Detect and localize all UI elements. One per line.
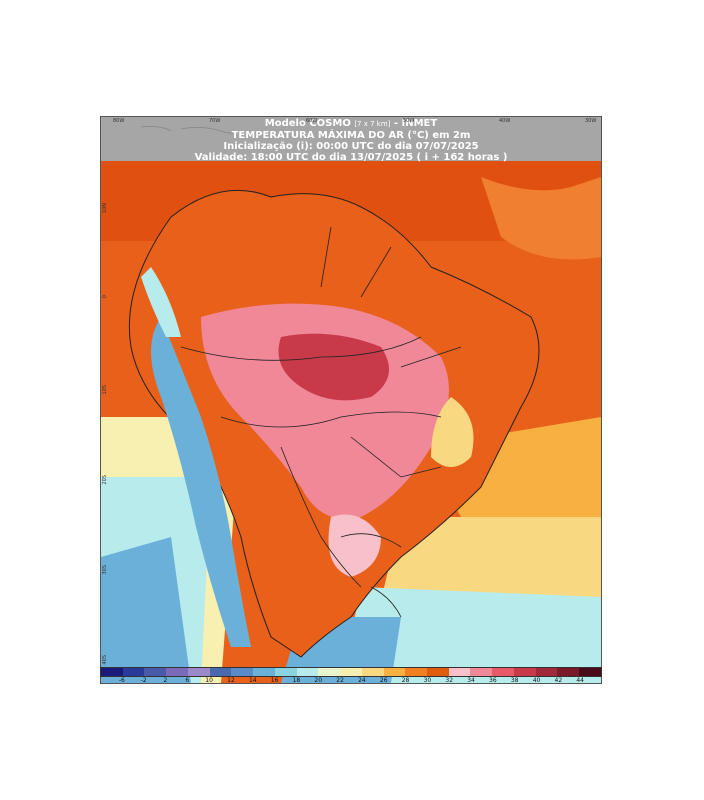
forecast-map: Modelo COSMO [7 x 7 km] - INMET TEMPERAT… [100, 116, 602, 684]
colorbar-swatch-22 [579, 668, 601, 676]
colorbar-swatch-18 [492, 668, 514, 676]
lat-label-10n: 10N [102, 203, 108, 214]
colorbar-swatch-5 [209, 668, 232, 676]
colorbar-label: 12 [227, 677, 235, 684]
colorbar-label: 22 [336, 677, 344, 684]
colorbar-label: 44 [576, 677, 584, 684]
pacific-cold-field [101, 537, 191, 683]
colorbar-swatch-4 [187, 668, 210, 676]
colorbar-label: 40 [532, 677, 541, 684]
colorbar-label: 36 [489, 677, 497, 684]
colorbar-swatch-12 [361, 668, 384, 676]
colorbar-swatch-0 [101, 668, 123, 676]
lon-label-40w: 40W [499, 118, 511, 124]
andes-cold-strip [151, 317, 251, 647]
hottest-core-region [278, 333, 389, 401]
lon-label-60w: 60W [306, 118, 318, 124]
lat-label-0: 0 [102, 295, 108, 299]
ocean-patch [481, 177, 601, 260]
colorbar-swatch-1 [122, 668, 145, 676]
lat-label-30s: 30S [102, 565, 108, 575]
colorbar-swatch-9 [296, 668, 319, 676]
temperature-colorbar [100, 667, 602, 677]
model-resolution: [7 x 7 km] [354, 120, 391, 128]
colorbar-swatch-15 [427, 668, 449, 676]
colorbar-swatch-7 [253, 668, 275, 676]
colorbar-label: 24 [358, 677, 366, 684]
colorbar-label: 20 [314, 677, 323, 684]
atlantic-cool-field [341, 587, 601, 683]
lon-label-50w: 50W [403, 118, 415, 124]
model-source: - INMET [393, 118, 438, 129]
colorbar-label: 38 [510, 677, 519, 684]
colorbar-label: 30 [423, 677, 432, 684]
map-header: Modelo COSMO [7 x 7 km] - INMET TEMPERAT… [101, 117, 601, 163]
lat-label-20s: 20S [102, 475, 108, 485]
lon-label-70w: 70W [209, 118, 221, 124]
lon-label-30w: 30W [585, 118, 597, 124]
colorbar-label: 6 [185, 677, 190, 684]
warm-south-region [328, 514, 381, 577]
colorbar-labels: -6 -2 2 6 10 12 14 16 18 20 22 24 26 28 30 32 34 36 38 40 42… [100, 677, 602, 687]
colorbar-swatch-21 [557, 668, 580, 676]
lat-label-40s: 40S [102, 655, 108, 665]
colorbar-label: 34 [467, 677, 475, 684]
northern-andes-strip [141, 267, 181, 337]
colorbar-swatch-19 [513, 668, 536, 676]
colorbar-swatch-8 [274, 668, 297, 676]
colorbar-label: 16 [270, 677, 279, 684]
lat-label-10s: 10S [102, 385, 108, 395]
colorbar-label: 28 [401, 677, 410, 684]
colorbar-label: 26 [379, 677, 388, 684]
colorbar-swatch-2 [144, 668, 167, 676]
colorbar-label: 14 [248, 677, 257, 684]
coastal-mild-region [431, 397, 474, 467]
model-name: Modelo COSMO [264, 118, 351, 129]
colorbar-label: -6 [118, 677, 125, 684]
colorbar-swatch-13 [383, 668, 406, 676]
colorbar-swatch-6 [231, 668, 254, 676]
political-borders [180, 226, 462, 618]
colorbar-swatch-16 [448, 668, 471, 676]
colorbar-label: 32 [445, 677, 454, 684]
header-line-2: TEMPERATURA MÁXIMA DO AR (°C) em 2m [231, 130, 471, 141]
colorbar-label: 2 [163, 677, 168, 684]
colorbar-swatch-11 [340, 668, 362, 676]
hot-interior-region [201, 303, 449, 519]
colorbar-label: 10 [205, 677, 213, 684]
colorbar-label: -2 [140, 677, 147, 684]
colorbar-swatch-14 [405, 668, 428, 676]
colorbar-label: 42 [554, 677, 563, 684]
header-line-4: Validade: 18:00 UTC do dia 13/07/2025 ( … [194, 152, 508, 163]
colorbar-swatch-10 [318, 668, 341, 676]
lon-label-80w: 80W [113, 118, 125, 124]
temperature-field [101, 126, 601, 683]
colorbar-swatch-17 [470, 668, 493, 676]
header-line-1: Modelo COSMO [7 x 7 km] - INMET [101, 118, 601, 130]
header-line-3: Inicialização (i): 00:00 UTC do dia 07/0… [223, 141, 479, 152]
colorbar-swatch-3 [166, 668, 188, 676]
colorbar-label: 18 [292, 677, 301, 684]
colorbar-swatch-20 [535, 668, 558, 676]
